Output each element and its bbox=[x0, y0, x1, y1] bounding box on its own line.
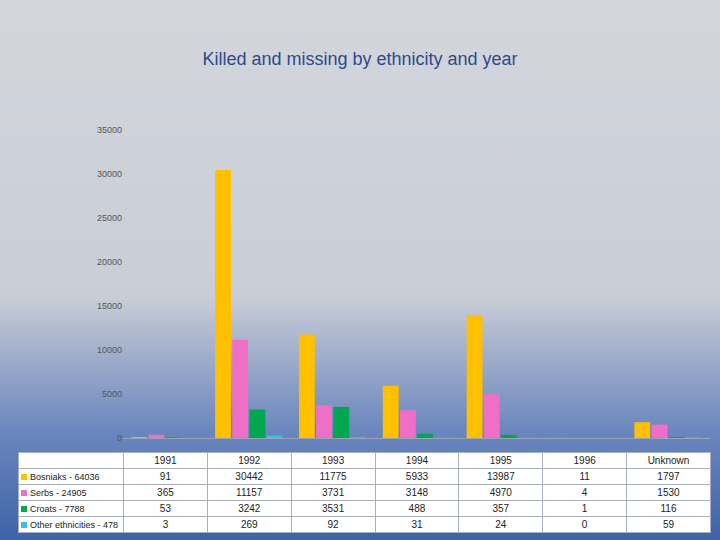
svg-text:15000: 15000 bbox=[97, 301, 122, 311]
html-text:269: 269 bbox=[240, 519, 258, 530]
html-text:0: 0 bbox=[581, 519, 588, 530]
svg-text:35000: 35000 bbox=[97, 125, 122, 135]
html-text:488: 488 bbox=[408, 503, 426, 514]
html-text:3731: 3731 bbox=[322, 487, 345, 498]
html-text:1996: 1996 bbox=[573, 455, 596, 466]
html-text:31: 31 bbox=[411, 519, 423, 530]
svg-text:30000: 30000 bbox=[97, 169, 122, 179]
html-text:357: 357 bbox=[492, 503, 510, 514]
html-text:4970: 4970 bbox=[489, 487, 512, 498]
html-text:5933: 5933 bbox=[405, 471, 429, 482]
html-text:3148: 3148 bbox=[405, 487, 429, 498]
html-text:Unknown: Unknown bbox=[647, 455, 690, 466]
html-text:53: 53 bbox=[159, 503, 171, 514]
html-text:1530: 1530 bbox=[657, 487, 680, 498]
html-text:11775: 11775 bbox=[319, 471, 347, 482]
html-text:3: 3 bbox=[162, 519, 169, 530]
html-text:3531: 3531 bbox=[322, 503, 345, 514]
html-text:59: 59 bbox=[662, 519, 674, 530]
html-text:1994: 1994 bbox=[405, 455, 429, 466]
html-text:Other ethnicities - 478: Other ethnicities - 478 bbox=[30, 519, 118, 530]
html-text:Bosniaks - 64036: Bosniaks - 64036 bbox=[30, 471, 100, 482]
html-text:1995: 1995 bbox=[489, 455, 512, 466]
html-text:Serbs - 24905: Serbs - 24905 bbox=[30, 487, 87, 498]
html-text:1992: 1992 bbox=[238, 455, 261, 466]
svg-text:10000: 10000 bbox=[97, 345, 122, 355]
svg-text:5000: 5000 bbox=[102, 389, 122, 399]
html-text:365: 365 bbox=[157, 487, 174, 498]
html-text:3242: 3242 bbox=[238, 503, 261, 514]
svg-text:20000: 20000 bbox=[97, 257, 122, 267]
html-text:1993: 1993 bbox=[322, 455, 345, 466]
html-text:Croats - 7788: Croats - 7788 bbox=[30, 503, 85, 514]
html-text:1: 1 bbox=[581, 503, 588, 514]
html-text:24: 24 bbox=[495, 519, 507, 530]
html-text:92: 92 bbox=[327, 519, 339, 530]
svg-text:25000: 25000 bbox=[97, 213, 122, 223]
html-text:11: 11 bbox=[579, 471, 590, 482]
html-text:91: 91 bbox=[159, 471, 171, 482]
html-text:1991: 1991 bbox=[154, 455, 177, 466]
svg-text:0: 0 bbox=[117, 433, 122, 443]
html-text:30442: 30442 bbox=[235, 471, 264, 482]
svg-text:Killed and missing by ethnicit: Killed and missing by ethnicity and year bbox=[202, 49, 517, 69]
html-text:4: 4 bbox=[581, 487, 588, 498]
html-text:1797: 1797 bbox=[657, 471, 680, 482]
html-text:11157: 11157 bbox=[236, 487, 263, 498]
html-text:13987: 13987 bbox=[486, 471, 515, 482]
html-text:116: 116 bbox=[660, 503, 677, 514]
